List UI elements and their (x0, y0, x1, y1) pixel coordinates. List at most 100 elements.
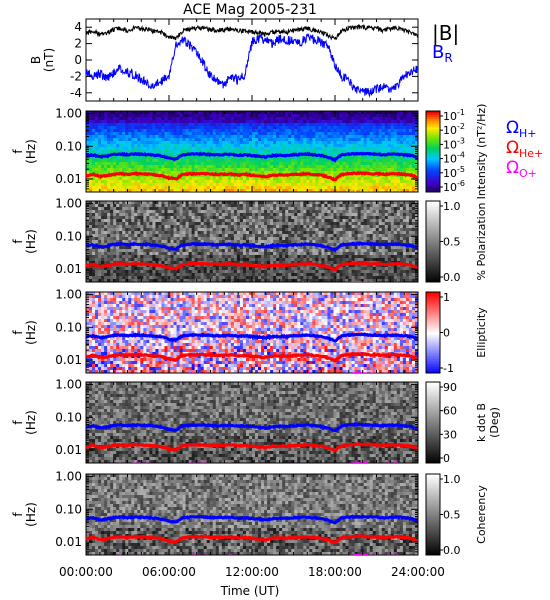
spectrogram-cell (98, 240, 102, 244)
spectrogram-cell (233, 171, 238, 175)
spectrogram-cell (122, 141, 126, 145)
spectrogram-cell (273, 219, 277, 223)
spectrogram-cell (110, 258, 114, 262)
spectrogram-cell (327, 126, 331, 130)
spectrogram-cell (191, 120, 196, 124)
spectrogram-cell (206, 117, 211, 121)
spectrogram-cell (279, 132, 283, 136)
spectrogram-cell (414, 111, 419, 115)
spectrogram-cell (327, 153, 331, 157)
spectrogram-cell (321, 132, 325, 136)
spectrogram-cell (95, 180, 99, 184)
spectrogram-cell (366, 144, 371, 148)
spectrogram-cell (357, 126, 362, 130)
spectrogram-cell (252, 135, 256, 139)
spectrogram-cell (252, 273, 256, 277)
spectrogram-cell (125, 225, 129, 229)
spectrogram-cell (119, 168, 123, 172)
spectrogram-cell (261, 135, 265, 139)
spectrogram-cell (188, 168, 193, 172)
spectrogram-cell (330, 183, 334, 187)
spectrogram-cell (255, 186, 259, 190)
spectrogram-cell (414, 183, 419, 187)
spectrogram-cell (393, 144, 398, 148)
spectrogram-cell (131, 165, 135, 169)
spectrogram-cell (276, 144, 280, 148)
spectrogram-cell (342, 189, 346, 193)
spectrogram-cell (191, 126, 196, 130)
spectrogram-cell (86, 159, 90, 163)
spectrogram-cell (236, 237, 241, 241)
spectrogram-cell (245, 117, 250, 121)
spectrogram-cell (233, 216, 238, 220)
spectrogram-cell (191, 210, 196, 214)
spectrogram-cell (167, 255, 171, 259)
spectrogram-cell (324, 162, 328, 166)
spectrogram-cell (354, 114, 359, 118)
spectrogram-cell (233, 129, 238, 133)
spectrogram-cell (273, 129, 277, 133)
spectrogram-cell (98, 228, 102, 232)
spectrogram-cell (261, 231, 265, 235)
spectrogram-cell (357, 123, 362, 127)
spectrogram-cell (261, 126, 265, 130)
spectrogram-cell (110, 150, 114, 154)
spectrogram-cell (261, 162, 265, 166)
spectrogram-cell (381, 162, 386, 166)
spectrogram-cell (122, 207, 126, 211)
spectrogram-cell (221, 117, 226, 121)
spectrogram-cell (336, 168, 340, 172)
spectrogram-cell (146, 216, 150, 220)
spectrogram-cell (288, 120, 292, 124)
spectrogram-cell (215, 126, 220, 130)
spectrogram-cell (101, 252, 105, 256)
spectrogram-cell (98, 135, 102, 139)
spectrogram-cell (134, 204, 138, 208)
spectrogram-cell (194, 255, 199, 259)
spectrogram-cell (215, 162, 220, 166)
spectrogram-cell (167, 141, 171, 145)
colorbar-swatch (426, 157, 440, 160)
spectrogram-cell (375, 111, 380, 115)
spectrogram-cell (191, 162, 196, 166)
spectrogram-cell (227, 240, 232, 244)
spectrogram-cell (236, 186, 241, 190)
spectrogram-cell (113, 126, 117, 130)
spectrogram-cell (152, 126, 156, 130)
spectrogram-cell (351, 150, 356, 154)
colorbar-swatch (426, 129, 440, 132)
spectrogram-cell (221, 189, 226, 193)
spectrogram-cell (221, 186, 226, 190)
spectrogram-cell (306, 186, 310, 190)
spectrogram-cell (233, 201, 238, 205)
spectrogram-cell (336, 144, 340, 148)
spectrogram-cell (212, 129, 217, 133)
spectrogram-cell (230, 114, 235, 118)
spectrogram-cell (203, 216, 208, 220)
spectrogram-cell (227, 183, 232, 187)
spectrogram-cell (345, 183, 349, 187)
spectrogram-cell (294, 249, 298, 253)
spectrogram-cell (182, 186, 186, 190)
spectrogram-cell (176, 129, 180, 133)
spectrogram-cell (396, 126, 401, 130)
spectrogram-cell (372, 162, 377, 166)
spectrogram-cell (176, 252, 180, 256)
spectrogram-cell (119, 150, 123, 154)
spectrogram-cell (134, 183, 138, 187)
spectrogram-cell (179, 159, 183, 163)
spectrogram-cell (288, 117, 292, 121)
spectrogram-cell (309, 156, 313, 160)
spectrogram-cell (203, 117, 208, 121)
spectrogram-cell (258, 237, 262, 241)
spectrogram-cell (276, 228, 280, 232)
spectrogram-cell (170, 240, 174, 244)
spectrogram-cell (414, 147, 419, 151)
spectrogram-cell (267, 183, 271, 187)
spectrogram-cell (224, 186, 229, 190)
spectrogram-cell (402, 114, 407, 118)
spectrogram-cell (221, 240, 226, 244)
spectrogram-cell (197, 204, 202, 208)
spectrogram-cell (387, 114, 392, 118)
spectrogram-cell (140, 213, 144, 217)
